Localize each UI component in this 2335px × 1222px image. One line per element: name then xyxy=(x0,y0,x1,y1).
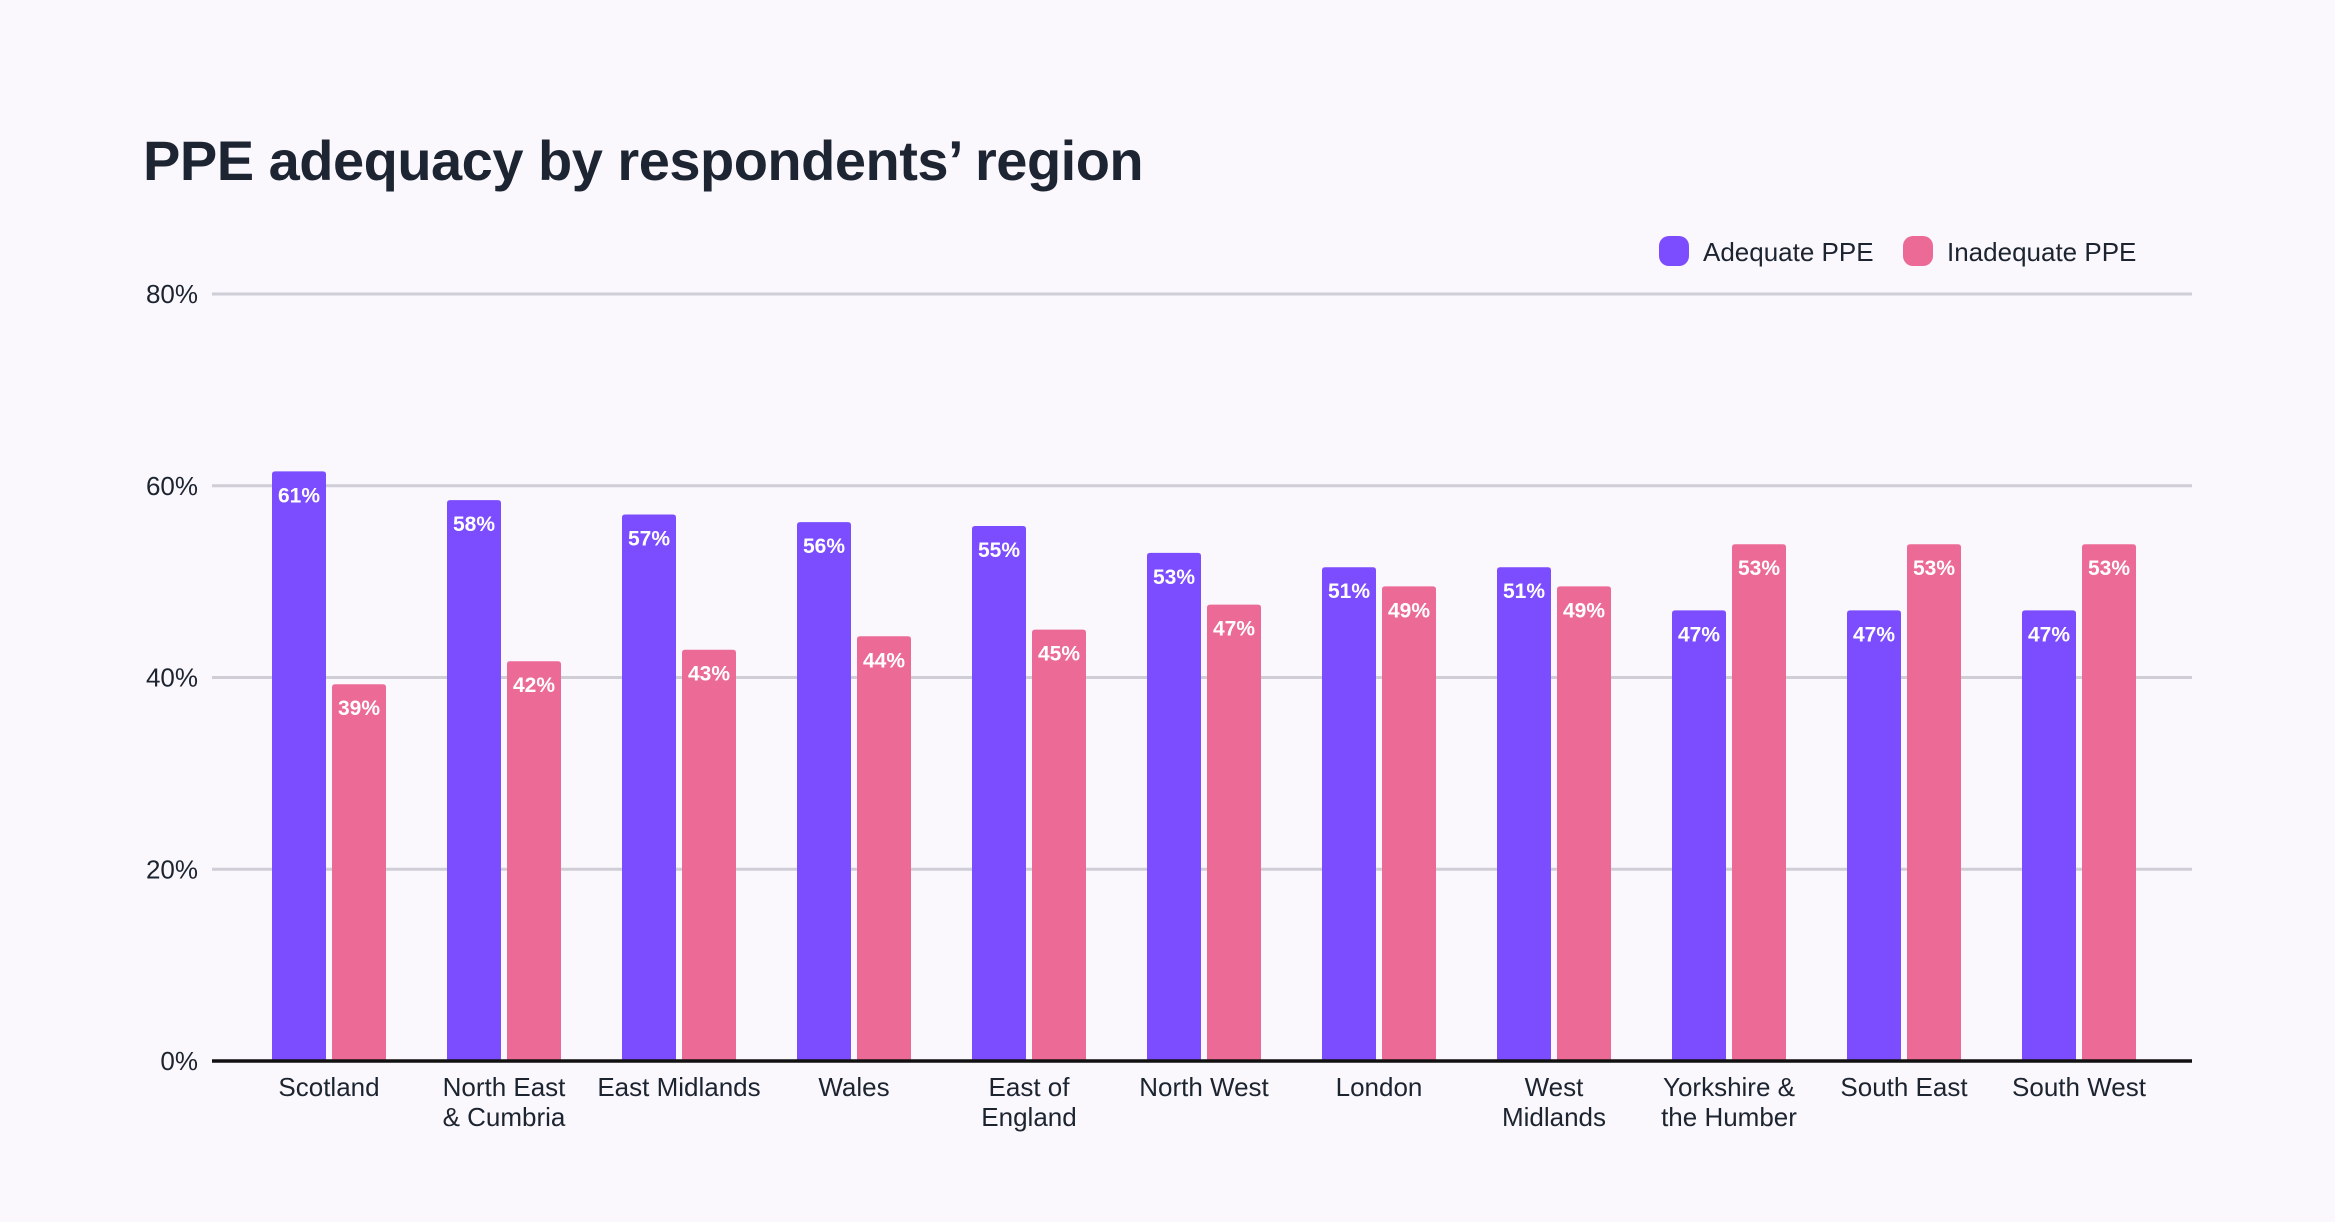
data-label: 39% xyxy=(338,697,380,720)
x-tick-label: South East xyxy=(1840,1072,1968,1102)
data-label: 58% xyxy=(453,513,495,536)
data-label: 44% xyxy=(863,649,905,672)
data-label: 47% xyxy=(1853,623,1895,646)
data-label: 51% xyxy=(1503,580,1545,603)
chart-title: PPE adequacy by respondents’ region xyxy=(143,129,1144,192)
inadequate-bar xyxy=(682,649,736,1061)
inadequate-bar xyxy=(332,684,386,1061)
inadequate-bar xyxy=(1382,586,1436,1061)
inadequate-bar xyxy=(1207,604,1261,1061)
inadequate-bar xyxy=(1732,544,1786,1061)
data-label: 45% xyxy=(1038,643,1080,666)
legend-swatch xyxy=(1903,236,1933,266)
adequate-bar xyxy=(447,500,501,1062)
y-tick-label: 40% xyxy=(146,663,198,693)
data-label: 55% xyxy=(978,539,1020,562)
adequate-bar xyxy=(272,471,326,1061)
adequate-bar xyxy=(1672,610,1726,1061)
x-tick-label: West Midlands xyxy=(1502,1072,1606,1132)
x-tick-label: East Midlands xyxy=(597,1072,760,1102)
x-tick-label: Wales xyxy=(818,1072,889,1102)
data-label: 57% xyxy=(628,528,670,551)
inadequate-bar xyxy=(857,636,911,1061)
inadequate-bar xyxy=(2082,544,2136,1061)
x-tick-label: North East & Cumbria xyxy=(443,1072,567,1132)
data-label: 47% xyxy=(2028,623,2070,646)
data-label: 43% xyxy=(688,663,730,686)
x-tick-label: Yorkshire & the Humber xyxy=(1661,1072,1797,1132)
inadequate-bar xyxy=(1557,586,1611,1061)
legend-swatch xyxy=(1659,236,1689,266)
y-tick-label: 20% xyxy=(146,854,198,884)
axes: 0% 20% 40% 60% 80% Scotland North East & Cumbri… xyxy=(146,279,2192,1132)
x-tick-label: South West xyxy=(2012,1072,2147,1102)
legend-item-inadequate: Inadequate PPE xyxy=(1903,236,2136,267)
data-label: 61% xyxy=(278,484,320,507)
bars: 61% 58% 57% 56% 55% 53% 51% 51% 47% 47% 47% 39% 42% 4… xyxy=(272,471,2136,1062)
legend-label: Inadequate PPE xyxy=(1947,237,2136,267)
adequate-bar xyxy=(2022,610,2076,1061)
data-label: 51% xyxy=(1328,580,1370,603)
data-label: 42% xyxy=(513,674,555,697)
legend-item-adequate: Adequate PPE xyxy=(1659,236,1874,267)
inadequate-bar xyxy=(507,661,561,1061)
inadequate-bar xyxy=(1907,544,1961,1061)
data-label: 47% xyxy=(1678,623,1720,646)
y-tick-label: 80% xyxy=(146,279,198,309)
data-label: 53% xyxy=(1913,557,1955,580)
legend: Adequate PPE Inadequate PPE xyxy=(1659,236,2136,267)
adequate-bar xyxy=(1847,610,1901,1061)
data-label: 53% xyxy=(1738,557,1780,580)
inadequate-bar xyxy=(1032,629,1086,1061)
adequate-bar xyxy=(1322,567,1376,1061)
data-label: 49% xyxy=(1563,599,1605,622)
adequate-bar xyxy=(797,522,851,1061)
data-label: 53% xyxy=(2088,557,2130,580)
x-tick-label: North West xyxy=(1139,1072,1269,1102)
y-tick-label: 0% xyxy=(160,1046,198,1076)
x-tick-label: London xyxy=(1336,1072,1423,1102)
data-label: 56% xyxy=(803,535,845,558)
adequate-bar xyxy=(1497,567,1551,1061)
y-tick-label: 60% xyxy=(146,471,198,501)
x-tick-label: Scotland xyxy=(278,1072,379,1102)
x-tick-label: East of England xyxy=(981,1072,1076,1132)
adequate-bar xyxy=(1147,552,1201,1061)
data-label: 53% xyxy=(1153,566,1195,589)
adequate-bar xyxy=(972,526,1026,1061)
data-label: 47% xyxy=(1213,618,1255,641)
legend-label: Adequate PPE xyxy=(1703,237,1874,267)
adequate-bar xyxy=(622,514,676,1061)
data-label: 49% xyxy=(1388,599,1430,622)
